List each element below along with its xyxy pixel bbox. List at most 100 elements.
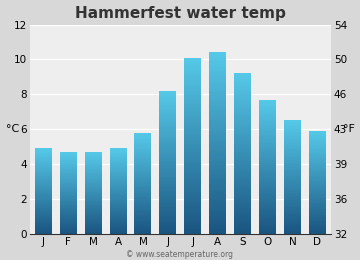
Bar [309, 176, 326, 177]
Bar [284, 160, 301, 161]
Bar [309, 193, 326, 194]
Bar [184, 194, 201, 196]
Bar [184, 77, 201, 80]
Bar [284, 170, 301, 172]
Bar [184, 133, 201, 135]
Bar [209, 177, 226, 179]
Bar [60, 173, 77, 174]
Bar [109, 184, 126, 185]
Bar [284, 201, 301, 203]
Bar [309, 183, 326, 184]
Bar [184, 216, 201, 218]
Bar [35, 228, 52, 229]
Bar [60, 229, 77, 230]
Text: © www.seatemperature.org: © www.seatemperature.org [126, 250, 234, 259]
Bar [159, 101, 176, 103]
Bar [35, 158, 52, 159]
Bar [259, 167, 276, 168]
Bar [109, 201, 126, 202]
Bar [35, 150, 52, 151]
Bar [85, 203, 102, 204]
Bar [234, 106, 251, 107]
Bar [209, 145, 226, 148]
Bar [60, 176, 77, 177]
Bar [35, 200, 52, 201]
Bar [184, 214, 201, 216]
Bar [85, 160, 102, 161]
Bar [234, 160, 251, 162]
Bar [209, 129, 226, 132]
Bar [35, 201, 52, 202]
Bar [234, 103, 251, 106]
Bar [60, 161, 77, 162]
Bar [60, 167, 77, 168]
Bar [234, 121, 251, 123]
Bar [109, 222, 126, 223]
Bar [184, 192, 201, 194]
Bar [259, 210, 276, 212]
Bar [109, 175, 126, 176]
Bar [135, 229, 152, 230]
Bar [135, 159, 152, 160]
Bar [85, 225, 102, 226]
Bar [184, 121, 201, 124]
Bar [109, 228, 126, 229]
Bar [259, 190, 276, 192]
Bar [109, 229, 126, 230]
Bar [309, 214, 326, 216]
Bar [234, 95, 251, 98]
Bar [309, 191, 326, 193]
Bar [60, 185, 77, 186]
Bar [209, 225, 226, 227]
Bar [234, 75, 251, 77]
Bar [284, 227, 301, 228]
Bar [135, 141, 152, 143]
Bar [60, 180, 77, 181]
Bar [234, 174, 251, 176]
Bar [234, 176, 251, 178]
Bar [284, 213, 301, 214]
Bar [259, 116, 276, 118]
Bar [209, 109, 226, 111]
Bar [85, 201, 102, 202]
Bar [60, 162, 77, 163]
Bar [309, 204, 326, 206]
Bar [85, 231, 102, 232]
Bar [60, 192, 77, 193]
Bar [109, 157, 126, 158]
Bar [309, 177, 326, 179]
Bar [184, 124, 201, 126]
Bar [284, 125, 301, 126]
Bar [284, 153, 301, 154]
Bar [259, 165, 276, 167]
Bar [309, 141, 326, 142]
Bar [184, 115, 201, 117]
Bar [135, 154, 152, 155]
Bar [35, 187, 52, 188]
Bar [184, 97, 201, 100]
Bar [159, 109, 176, 110]
Bar [209, 166, 226, 168]
Bar [135, 167, 152, 168]
Bar [85, 169, 102, 170]
Bar [309, 158, 326, 159]
Bar [234, 226, 251, 228]
Bar [60, 198, 77, 199]
Bar [309, 198, 326, 199]
Bar [159, 207, 176, 209]
Bar [284, 191, 301, 193]
Bar [109, 154, 126, 155]
Bar [109, 174, 126, 175]
Bar [309, 144, 326, 145]
Bar [284, 174, 301, 176]
Bar [209, 150, 226, 152]
Bar [184, 80, 201, 82]
Bar [284, 157, 301, 159]
Bar [109, 152, 126, 153]
Bar [159, 173, 176, 175]
Bar [284, 167, 301, 169]
Bar [259, 100, 276, 101]
Bar [109, 219, 126, 220]
Bar [109, 165, 126, 167]
Bar [35, 148, 52, 149]
